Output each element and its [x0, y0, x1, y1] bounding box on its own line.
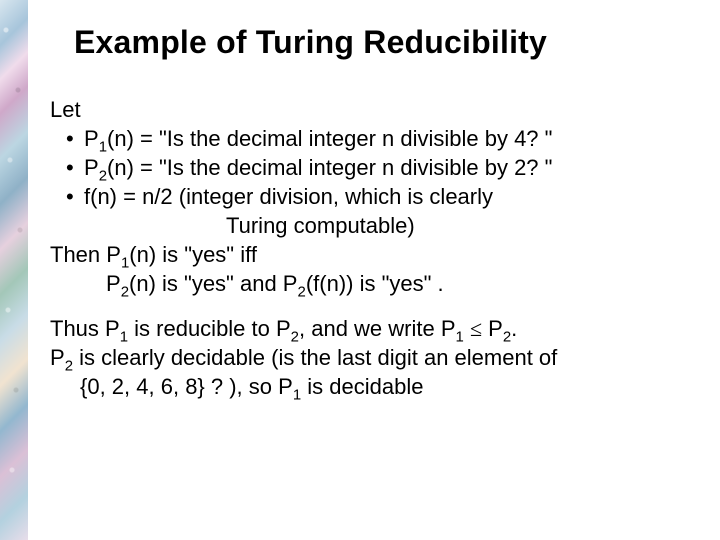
- sub: 2: [121, 284, 129, 301]
- bullet-p2: P2(n) = "Is the decimal integer n divisi…: [50, 153, 702, 182]
- text: is clearly decidable (is the last digit …: [73, 345, 557, 370]
- text: (f(n)) is "yes" .: [306, 271, 444, 296]
- text: P: [50, 345, 65, 370]
- sub: 2: [65, 358, 73, 375]
- sub: 2: [297, 284, 305, 301]
- let-block: Let P1(n) = "Is the decimal integer n di…: [50, 95, 702, 298]
- slide-title: Example of Turing Reducibility: [28, 0, 720, 61]
- decorative-strip: [0, 0, 28, 540]
- text: , and we write P: [299, 316, 456, 341]
- bullet-p1: P1(n) = "Is the decimal integer n divisi…: [50, 124, 702, 153]
- thus-line: Thus P1 is reducible to P2, and we write…: [50, 314, 702, 343]
- text: f(n) = n/2 (integer division, which is c…: [84, 184, 493, 209]
- let-line: Let: [50, 95, 702, 124]
- text: (n) = "Is the decimal integer n divisibl…: [107, 155, 552, 180]
- text: P: [84, 155, 99, 180]
- text: is decidable: [301, 374, 423, 399]
- leq-symbol: ≤: [470, 316, 482, 341]
- text: Thus P: [50, 316, 120, 341]
- sub: 1: [293, 387, 301, 404]
- text: is reducible to P: [128, 316, 291, 341]
- text: P: [106, 271, 121, 296]
- bullet-f: f(n) = n/2 (integer division, which is c…: [50, 182, 702, 211]
- text: .: [511, 316, 517, 341]
- text: (n) is "yes" and P: [129, 271, 297, 296]
- text: P: [84, 126, 99, 151]
- p2-line: P2 is clearly decidable (is the last dig…: [50, 343, 702, 372]
- text: (n) is "yes" iff: [129, 242, 257, 267]
- slide-body: Let P1(n) = "Is the decimal integer n di…: [28, 61, 720, 401]
- then-line: Then P1(n) is "yes" iff: [50, 240, 702, 269]
- text: Then P: [50, 242, 121, 267]
- thus-block: Thus P 1 is reducible to P 2 , and we write…: [50, 314, 702, 401]
- text: (n) = "Is the decimal integer n divisibl…: [107, 126, 552, 151]
- bullet-f-cont: Turing computable): [50, 211, 702, 240]
- text: P: [482, 316, 503, 341]
- p2-cont: {0, 2, 4, 6, 8} ? ), so P1 is decidable: [50, 372, 702, 401]
- then-cont: P2(n) is "yes" and P2(f(n)) is "yes" .: [50, 269, 702, 298]
- slide-content: Example of Turing Reducibility Let P1(n)…: [28, 0, 720, 540]
- text: {0, 2, 4, 6, 8} ? ), so P: [80, 374, 293, 399]
